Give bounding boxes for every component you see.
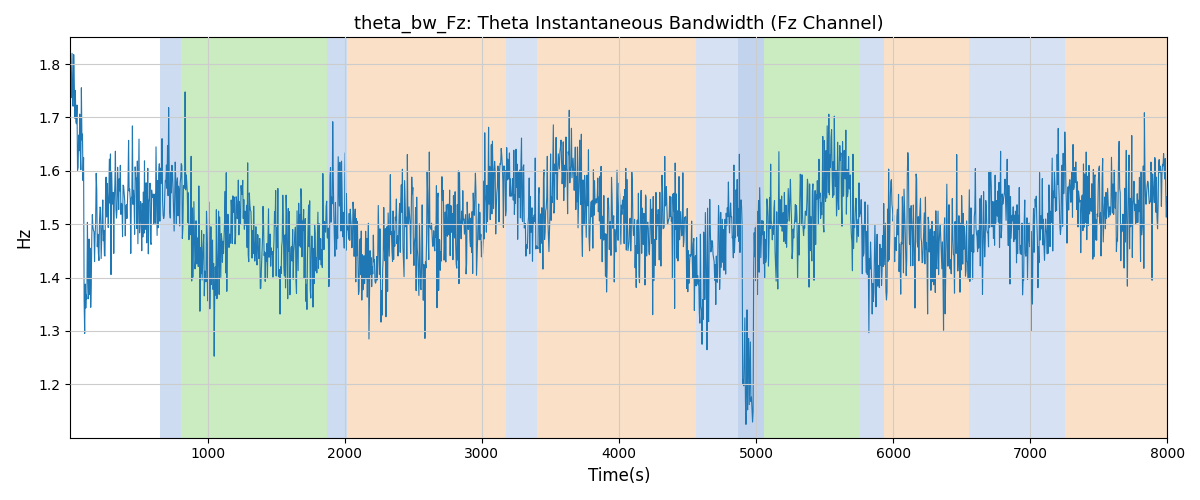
Bar (348, 38, 506, 438)
Bar (1064, 38, 1168, 438)
Bar (181, 38, 326, 438)
Bar (696, 38, 738, 438)
Bar (160, 38, 181, 438)
Y-axis label: Hz: Hz (14, 227, 32, 248)
Bar (764, 38, 859, 438)
Bar (506, 38, 536, 438)
Bar (536, 38, 696, 438)
X-axis label: Time(s): Time(s) (588, 467, 650, 485)
Bar (859, 38, 883, 438)
Bar (883, 38, 968, 438)
Bar (968, 38, 1064, 438)
Title: theta_bw_Fz: Theta Instantaneous Bandwidth (Fz Channel): theta_bw_Fz: Theta Instantaneous Bandwid… (354, 15, 883, 34)
Bar (326, 38, 348, 438)
Bar (738, 38, 764, 438)
